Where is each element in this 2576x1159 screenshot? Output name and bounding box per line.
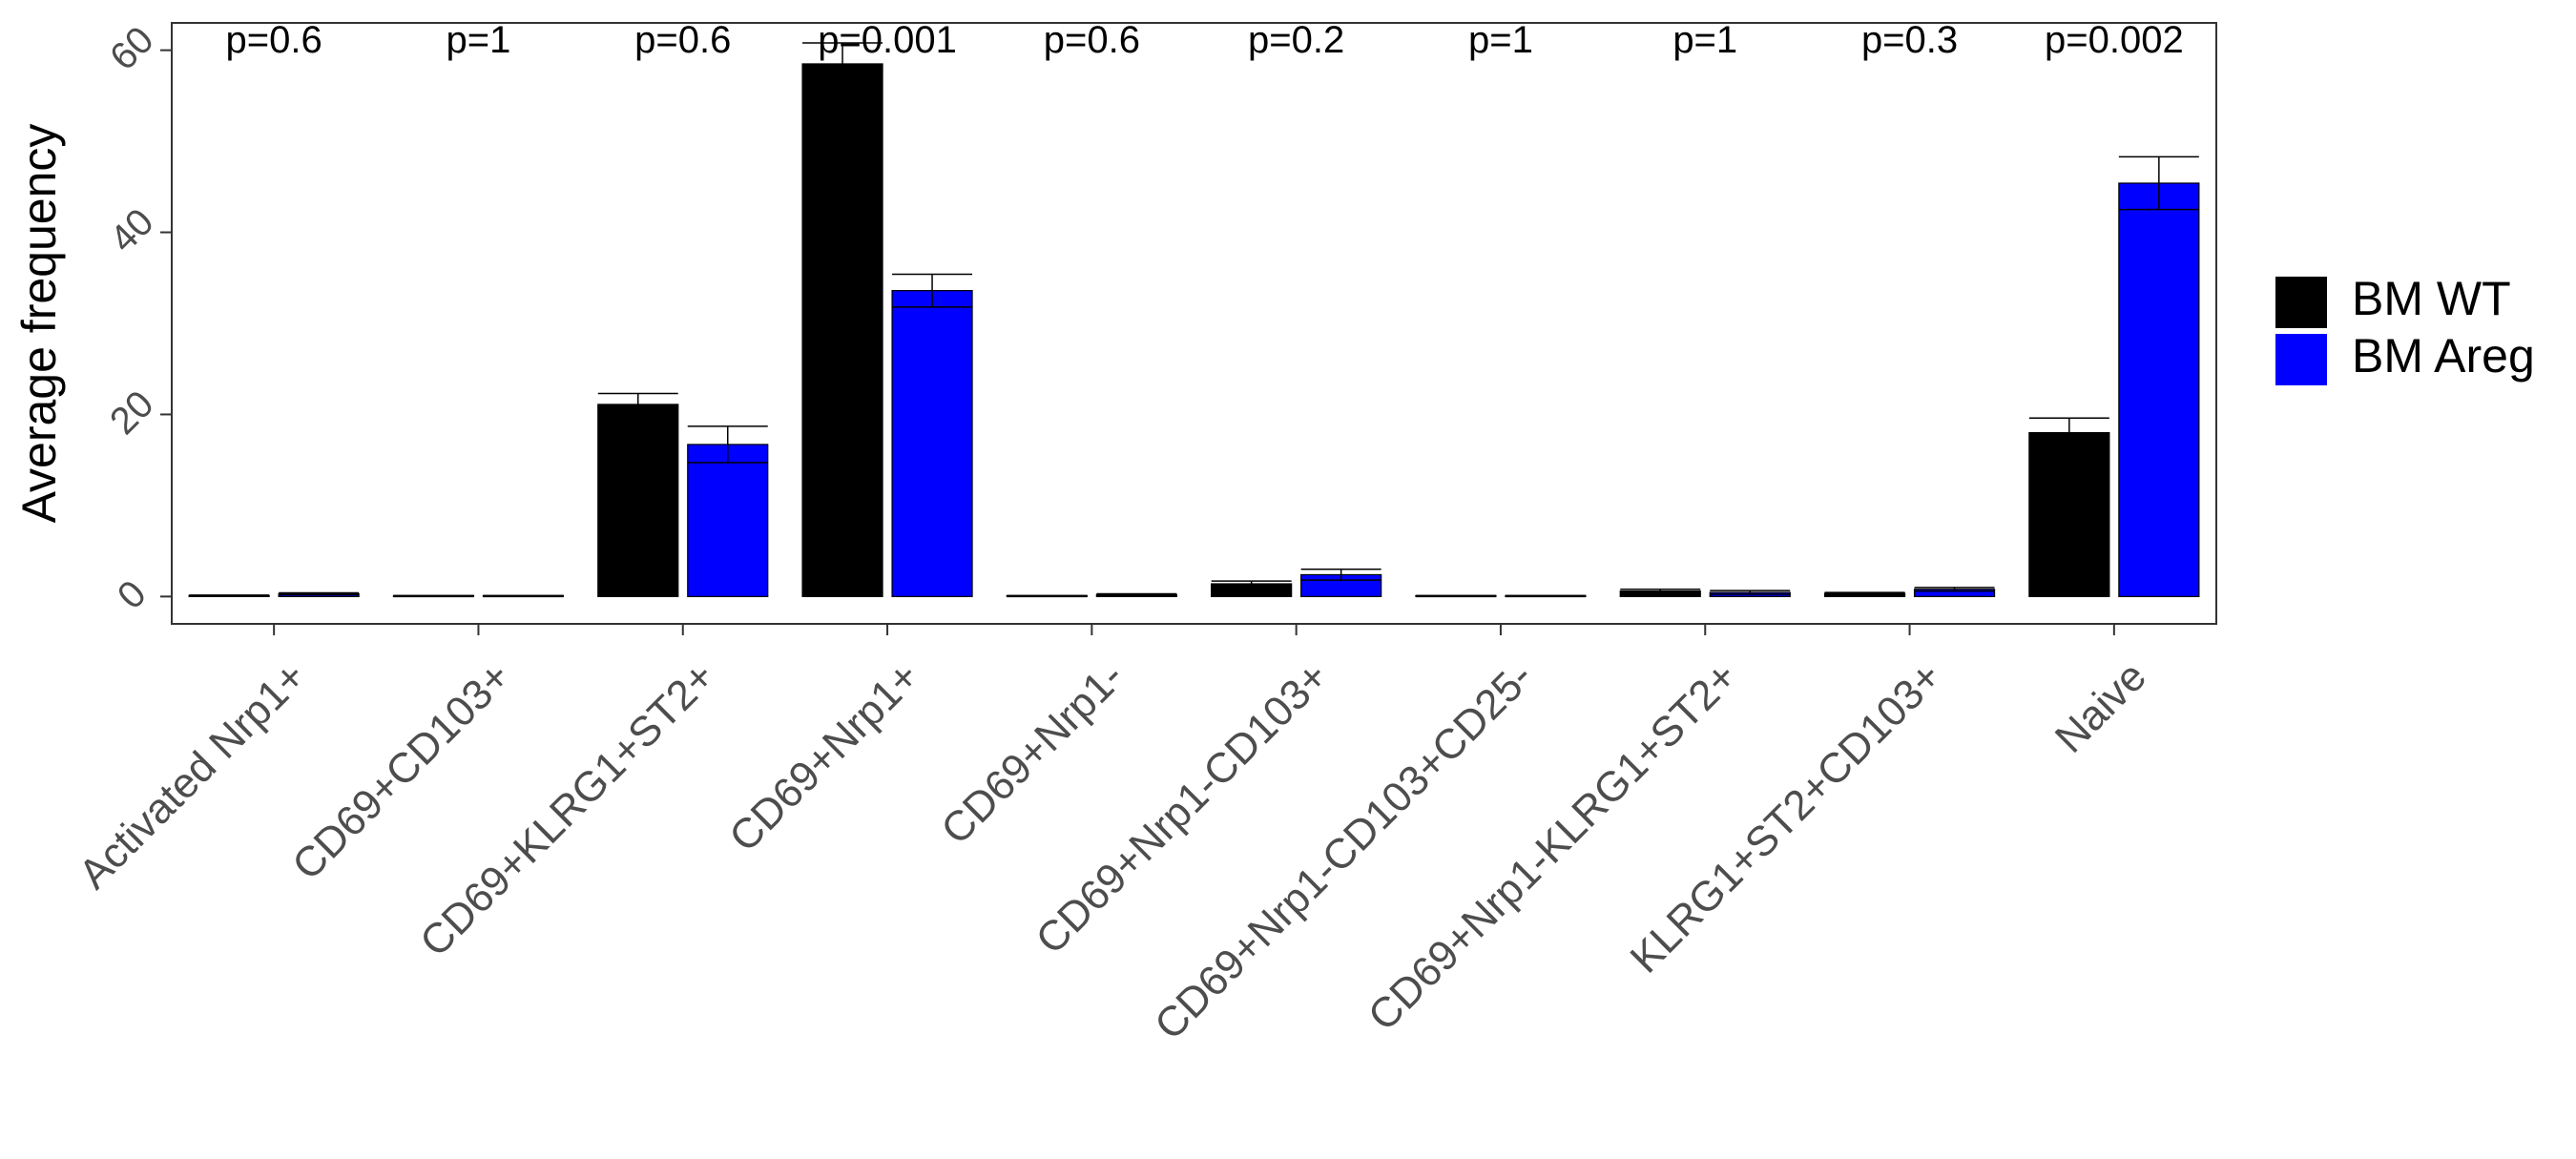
error-bar [802,42,883,86]
bar [687,444,769,597]
error-bar [2028,417,2109,448]
legend-item: BM Areg [2275,329,2535,385]
error-bar [189,594,270,597]
error-bar [1211,580,1292,588]
bar [801,63,883,597]
error-bar [393,594,474,598]
error-bar [279,591,360,596]
p-value-annotations: p=0.6 p=1 p=0.6 p=0.001 p=0.6 p=0.2 p=1 p=1 p=0.… [226,19,2184,61]
error-bar [892,273,973,308]
p-value-label: p=0.6 [226,19,322,61]
p-value-label: p=0.3 [1861,19,1958,61]
p-value-label: p=0.6 [1044,19,1140,61]
error-bar [1415,594,1496,598]
errorbars-layer [189,42,2199,598]
bar [597,404,679,597]
error-bar [1824,591,1905,595]
legend-item: BM WT [2275,272,2511,328]
p-value-label: p=0.2 [1248,19,1344,61]
p-value-label: p=1 [1672,19,1737,61]
legend-swatch [2275,334,2327,385]
error-bar [1007,594,1088,598]
error-bar [2118,155,2199,211]
bar [891,290,973,597]
p-value-label: p=0.002 [2045,19,2184,61]
error-bar [1505,594,1586,598]
y-axis-title: Average frequency [12,124,66,524]
error-bar [1620,588,1701,594]
p-value-label: p=1 [1468,19,1533,61]
bar [2028,431,2110,597]
error-bar [687,425,768,464]
error-bar [1914,587,1995,592]
bar [2118,182,2200,597]
legend-label: BM WT [2352,272,2511,325]
p-value-label: p=0.6 [634,19,731,61]
legend-swatch [2275,277,2327,328]
p-value-label: p=0.001 [818,19,957,61]
error-bar [1300,568,1381,581]
plot-panel-border [171,22,2217,625]
error-bar [597,392,678,417]
error-bar [1710,590,1791,595]
bars-layer [188,63,2200,597]
p-value-label: p=1 [447,19,511,61]
legend-label: BM Areg [2352,329,2535,383]
error-bar [1096,592,1177,597]
error-bar [483,594,564,598]
